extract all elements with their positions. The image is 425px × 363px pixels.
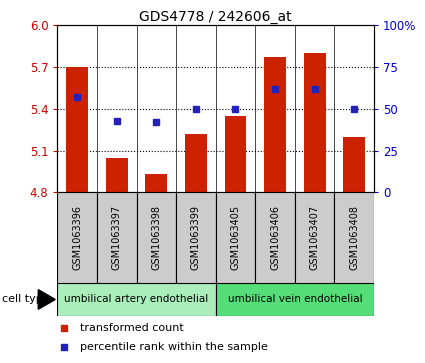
Bar — [215, 192, 255, 283]
Text: GSM1063408: GSM1063408 — [349, 205, 359, 270]
Bar — [215, 283, 374, 316]
Text: umbilical vein endothelial: umbilical vein endothelial — [227, 294, 362, 305]
Polygon shape — [38, 290, 55, 309]
Text: transformed count: transformed count — [79, 323, 183, 333]
Bar — [97, 192, 136, 283]
Bar — [176, 192, 215, 283]
Bar — [136, 192, 176, 283]
Text: GSM1063406: GSM1063406 — [270, 205, 280, 270]
Bar — [304, 53, 326, 192]
Text: umbilical artery endothelial: umbilical artery endothelial — [65, 294, 209, 305]
Text: GSM1063397: GSM1063397 — [112, 205, 122, 270]
Bar — [295, 192, 334, 283]
Text: GSM1063405: GSM1063405 — [230, 205, 241, 270]
Text: GSM1063398: GSM1063398 — [151, 205, 162, 270]
Bar — [57, 283, 215, 316]
Bar — [255, 192, 295, 283]
Bar — [343, 137, 365, 192]
Text: GSM1063396: GSM1063396 — [72, 205, 82, 270]
Bar — [224, 116, 246, 192]
Title: GDS4778 / 242606_at: GDS4778 / 242606_at — [139, 11, 292, 24]
Text: GSM1063399: GSM1063399 — [191, 205, 201, 270]
Bar — [66, 67, 88, 192]
Text: cell type: cell type — [2, 294, 50, 305]
Bar — [264, 57, 286, 192]
Bar — [106, 158, 128, 192]
Bar — [145, 174, 167, 192]
Bar — [185, 134, 207, 192]
Bar — [334, 192, 374, 283]
Bar — [57, 192, 97, 283]
Text: percentile rank within the sample: percentile rank within the sample — [79, 342, 267, 352]
Text: GSM1063407: GSM1063407 — [310, 205, 320, 270]
